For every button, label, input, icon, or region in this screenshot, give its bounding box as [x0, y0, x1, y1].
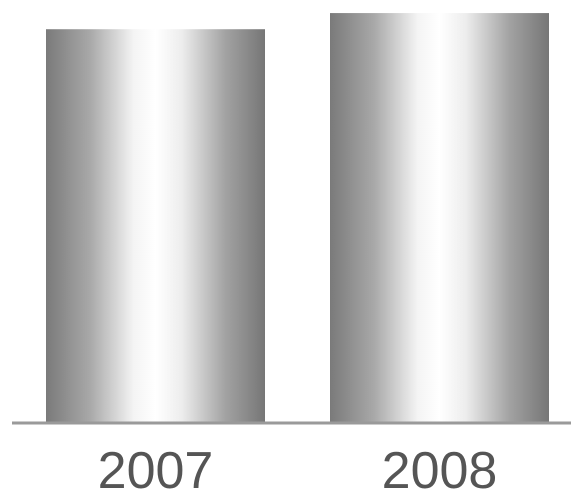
data-label-2008: 304 Mdr: [344, 0, 535, 3]
bar-2008: [330, 13, 549, 423]
x-tick-label-2007: 2007: [98, 442, 214, 494]
x-tick-label-2008: 2008: [382, 442, 498, 494]
x-tick-labels: 2007 2008: [98, 442, 498, 494]
bars-group: [46, 13, 549, 423]
data-labels: 304 Mdr: [344, 0, 535, 3]
bar-2007: [46, 29, 265, 423]
